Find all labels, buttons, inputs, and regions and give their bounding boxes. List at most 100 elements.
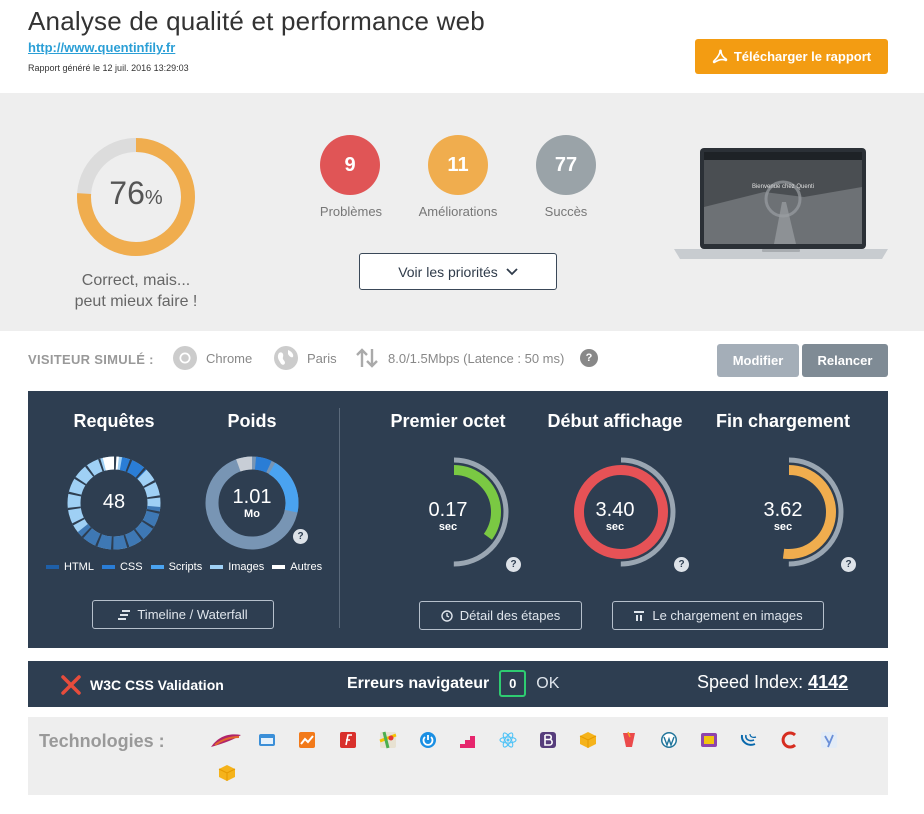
legend-item-css: CSS (101, 561, 143, 573)
wordpress-icon[interactable] (660, 731, 678, 749)
gulp-icon[interactable] (620, 731, 638, 749)
browser-info: Chrome (172, 345, 252, 371)
metrics-panel: Requêtes Poids 48 1.01 Mo ? HTML CSS Scr… (28, 391, 888, 648)
error-cross-icon (61, 675, 81, 695)
requests-legend: HTML CSS Scripts Images Autres (46, 561, 322, 573)
w3c-css-validation[interactable]: W3C CSS Validation (60, 674, 224, 696)
simulated-visitor-label: VISITEUR SIMULÉ : (28, 352, 154, 367)
react-icon[interactable] (499, 731, 517, 749)
legend-item-others: Autres (272, 561, 322, 573)
browser-errors-status: OK (536, 674, 560, 692)
font-icon[interactable] (339, 731, 357, 749)
chrome-icon (173, 346, 197, 370)
weight-help-icon[interactable]: ? (293, 529, 308, 544)
technologies-panel: Technologies : (28, 717, 888, 795)
legend-item-scripts: Scripts (150, 561, 202, 573)
see-priorities-label: Voir les priorités (398, 263, 498, 280)
clock-icon (441, 609, 453, 622)
legend-item-images: Images (210, 561, 264, 573)
page-title: Analyse de qualité et performance web (28, 6, 485, 36)
first-byte-title: Premier octet (390, 411, 506, 431)
up-down-arrows-icon (356, 348, 378, 368)
load-end-title: Fin chargement (715, 411, 851, 431)
successes-count[interactable]: 77 (536, 135, 596, 195)
yoast-icon[interactable] (820, 731, 838, 749)
requests-value: 48 (102, 491, 126, 513)
start-render-value: 3.40 sec (595, 499, 635, 533)
see-priorities-button[interactable]: Voir les priorités (359, 253, 557, 290)
start-render-title: Début affichage (547, 411, 683, 431)
weight-donut (205, 456, 299, 550)
improvements-label: Améliorations (418, 204, 498, 219)
loading-images-label: Le chargement en images (652, 608, 803, 623)
weight-title: Poids (227, 411, 277, 431)
jquery-icon[interactable] (740, 731, 758, 749)
legend-item-html: HTML (46, 561, 94, 573)
load-end-value: 3.62 sec (763, 499, 803, 533)
modify-button[interactable]: Modifier (717, 344, 799, 377)
score-ring (77, 138, 195, 256)
first-byte-help-icon[interactable]: ? (506, 557, 521, 572)
apache-icon[interactable] (209, 731, 243, 749)
header: Analyse de qualité et performance web ht… (0, 0, 924, 93)
gzip-icon[interactable] (700, 731, 718, 749)
laptop-screen-text: Bienvenue chez Quenti (752, 184, 814, 190)
loading-images-button[interactable]: Le chargement en images (612, 601, 824, 630)
package-icon[interactable] (218, 764, 236, 782)
weight-value: 1.01 Mo (232, 486, 272, 520)
connection-info: 8.0/1.5Mbps (Latence : 50 ms) (354, 345, 564, 371)
google-maps-icon[interactable] (379, 731, 397, 749)
browser-window-icon[interactable] (258, 731, 276, 749)
browser-errors[interactable]: Erreurs navigateur 0 OK (347, 670, 559, 697)
speed-index-label: Speed Index: (697, 672, 804, 692)
first-byte-value: 0.17 sec (428, 499, 468, 533)
load-end-help-icon[interactable]: ? (841, 557, 856, 572)
power-icon[interactable] (419, 731, 437, 749)
step-details-button[interactable]: Détail des étapes (419, 601, 582, 630)
chevron-down-icon (506, 267, 518, 275)
bootstrap-icon[interactable] (539, 731, 557, 749)
problems-label: Problèmes (319, 204, 383, 219)
box-icon[interactable] (579, 731, 597, 749)
technologies-label: Technologies : (39, 731, 165, 751)
problems-count[interactable]: 9 (320, 135, 380, 195)
successes-label: Succès (544, 204, 588, 219)
visitor-bar: VISITEUR SIMULÉ : Chrome Paris 8.0/1.5Mb… (0, 331, 924, 391)
connection-speed: 8.0/1.5Mbps (Latence : 50 ms) (388, 350, 565, 366)
download-report-label: Télécharger le rapport (733, 49, 872, 64)
c-icon[interactable] (780, 731, 798, 749)
speed-index: Speed Index: 4142 (697, 672, 848, 693)
speed-index-value[interactable]: 4142 (808, 672, 849, 692)
validation-bar: W3C CSS Validation Erreurs navigateur 0 … (28, 661, 888, 707)
score-panel: 76% Correct, mais... peut mieux faire ! … (0, 93, 924, 331)
start-render-help-icon[interactable]: ? (674, 557, 689, 572)
metrics-divider (339, 408, 340, 628)
requests-title: Requêtes (73, 411, 155, 431)
chart-icon[interactable] (298, 731, 316, 749)
globe-icon (274, 346, 298, 370)
site-screenshot-laptop[interactable]: Bienvenue chez Quenti (674, 147, 888, 261)
stairs-icon[interactable] (459, 731, 477, 749)
first-byte-gauge (399, 457, 509, 567)
browser-errors-label: Erreurs navigateur (347, 674, 490, 692)
browser-name: Chrome (206, 350, 253, 366)
report-date: Rapport généré le 12 juil. 2016 13:29:03 (28, 63, 189, 73)
start-render-gauge (566, 457, 676, 567)
download-report-button[interactable]: Télécharger le rapport (695, 39, 888, 74)
score-verdict: Correct, mais... peut mieux faire ! (74, 272, 198, 310)
requests-donut (67, 456, 161, 550)
visitor-help-icon[interactable]: ? (580, 349, 598, 367)
site-url-link[interactable]: http://www.quentinfily.fr (28, 40, 176, 55)
browser-errors-count: 0 (499, 670, 527, 697)
pdf-icon (712, 48, 728, 63)
location-info: Paris (273, 345, 337, 371)
timeline-waterfall-button[interactable]: Timeline / Waterfall (92, 600, 274, 629)
score-value: 76% (109, 175, 163, 211)
timeline-waterfall-label: Timeline / Waterfall (137, 607, 248, 622)
improvements-count[interactable]: 11 (428, 135, 488, 195)
filmstrip-icon (634, 610, 645, 621)
w3c-css-validation-label: W3C CSS Validation (90, 677, 224, 693)
waterfall-icon (118, 609, 131, 620)
step-details-label: Détail des étapes (459, 608, 561, 623)
rerun-button[interactable]: Relancer (802, 344, 888, 377)
